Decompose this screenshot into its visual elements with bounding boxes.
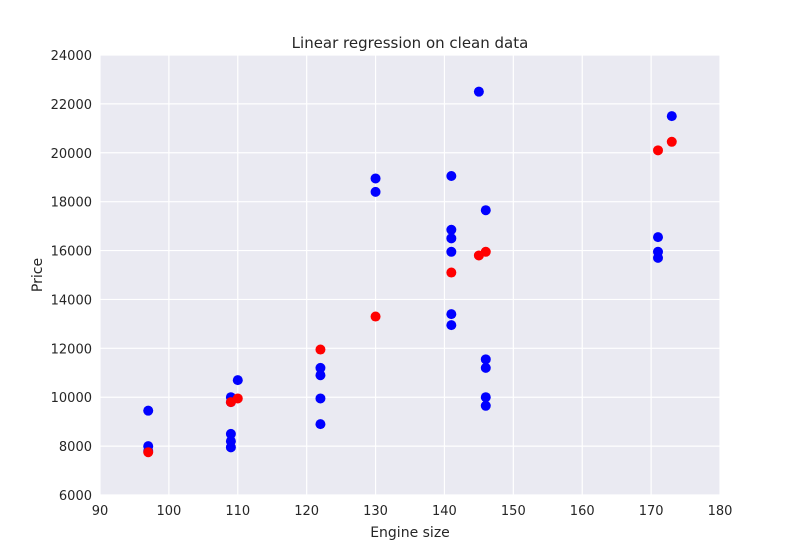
x-tick-label: 90 <box>92 504 109 519</box>
predicted-point <box>370 311 381 322</box>
predicted-point <box>143 447 154 458</box>
observed-point <box>225 428 236 439</box>
observed-point <box>446 246 457 257</box>
observed-point <box>143 405 154 416</box>
data-points <box>143 86 677 458</box>
observed-point <box>473 86 484 97</box>
x-axis-label: Engine size <box>370 525 450 541</box>
x-tick-label: 150 <box>501 504 526 519</box>
y-tick-label: 18000 <box>51 196 92 211</box>
observed-point <box>666 111 677 122</box>
x-tick-label: 180 <box>708 504 733 519</box>
observed-point <box>315 419 326 430</box>
predicted-point <box>315 344 326 355</box>
observed-point <box>446 309 457 320</box>
predicted-point <box>653 145 663 156</box>
observed-point <box>480 362 491 373</box>
y-tick-label: 6000 <box>59 489 92 504</box>
observed-point <box>480 354 491 365</box>
x-tick-label: 110 <box>225 504 250 519</box>
plot-area <box>100 55 720 495</box>
observed-point <box>446 224 457 235</box>
y-tick-label: 10000 <box>51 391 92 406</box>
observed-point <box>232 375 243 386</box>
observed-point <box>370 173 381 184</box>
predicted-point <box>480 246 491 257</box>
observed-point <box>480 392 491 403</box>
y-tick-label: 16000 <box>51 245 92 260</box>
observed-point <box>315 362 326 373</box>
y-tick-label: 8000 <box>59 440 92 455</box>
observed-point <box>653 232 663 243</box>
y-tick-label: 14000 <box>51 293 92 308</box>
observed-point <box>315 393 326 404</box>
observed-point <box>225 442 236 453</box>
x-tick-label: 120 <box>294 504 319 519</box>
y-axis-label: Price <box>30 258 46 292</box>
y-tick-label: 22000 <box>51 98 92 113</box>
observed-point <box>480 205 491 216</box>
x-tick-label: 160 <box>570 504 595 519</box>
chart-title: Linear regression on clean data <box>292 34 529 52</box>
x-tick-label: 170 <box>639 504 664 519</box>
predicted-point <box>666 136 677 147</box>
observed-point <box>370 186 381 197</box>
tick-labels: 90 100 110 120 130 140 150 160 170 180 6000 8000 100… <box>51 49 733 519</box>
predicted-point <box>232 393 243 404</box>
observed-point <box>653 252 663 263</box>
y-tick-label: 20000 <box>51 147 92 162</box>
grid <box>99 54 721 496</box>
y-tick-label: 12000 <box>51 342 92 357</box>
y-tick-label: 24000 <box>51 49 92 64</box>
observed-point <box>480 400 491 411</box>
x-tick-label: 100 <box>156 504 181 519</box>
observed-point <box>446 233 457 244</box>
x-tick-label: 140 <box>432 504 457 519</box>
observed-point <box>446 171 457 181</box>
observed-point <box>315 370 326 381</box>
x-tick-label: 130 <box>363 504 388 519</box>
predicted-point <box>446 267 457 278</box>
observed-point <box>446 320 457 331</box>
